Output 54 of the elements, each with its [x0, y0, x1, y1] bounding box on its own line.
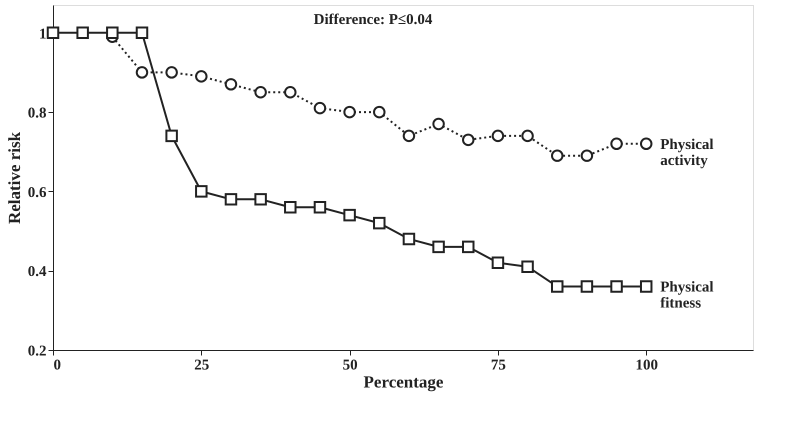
x-tick-label: 0	[54, 358, 61, 374]
point	[136, 66, 148, 79]
point	[284, 86, 297, 98]
y-tick-label: 0.6	[28, 184, 47, 201]
point	[224, 78, 238, 91]
point	[550, 149, 564, 162]
point	[314, 200, 326, 214]
point	[610, 138, 623, 150]
x-tick-label: 75	[490, 358, 506, 374]
point	[640, 280, 652, 293]
point	[492, 256, 504, 270]
point	[462, 240, 474, 254]
y-axis-title: Relative risk	[4, 131, 24, 224]
point	[106, 26, 119, 40]
point	[432, 118, 445, 130]
x-tick-label: 25	[194, 358, 210, 374]
series-label: Physical fitness	[660, 280, 714, 312]
point	[195, 70, 208, 83]
point	[462, 134, 474, 146]
point	[165, 130, 178, 142]
point	[580, 149, 594, 162]
point	[580, 280, 594, 293]
point	[343, 208, 356, 222]
point	[224, 193, 238, 206]
point	[136, 26, 148, 40]
point	[343, 106, 356, 118]
point	[432, 240, 445, 254]
x-axis-title: Percentage	[364, 372, 444, 392]
point	[314, 102, 326, 114]
point	[195, 185, 208, 198]
point	[373, 216, 386, 230]
annotation: Difference: P≤0.04	[314, 12, 433, 28]
point	[254, 193, 267, 206]
point	[46, 26, 60, 40]
point	[640, 138, 652, 150]
point	[254, 86, 267, 98]
point	[165, 66, 178, 79]
point	[492, 130, 504, 142]
point	[402, 130, 416, 142]
point	[610, 280, 623, 293]
x-tick-label: 50	[342, 358, 358, 374]
x-tick-label: 100	[635, 358, 658, 374]
point	[402, 232, 416, 246]
point	[284, 200, 297, 214]
y-tick-label: 0.4	[28, 264, 47, 280]
y-tick-label: 0.2	[28, 344, 46, 360]
y-tick-label: 0.8	[28, 106, 46, 122]
y-tick-label: 1	[39, 26, 46, 42]
point	[550, 280, 564, 293]
point	[521, 130, 534, 142]
series-label: Physical activity	[660, 136, 714, 169]
point	[76, 26, 89, 40]
point	[521, 260, 534, 273]
point	[373, 106, 386, 118]
